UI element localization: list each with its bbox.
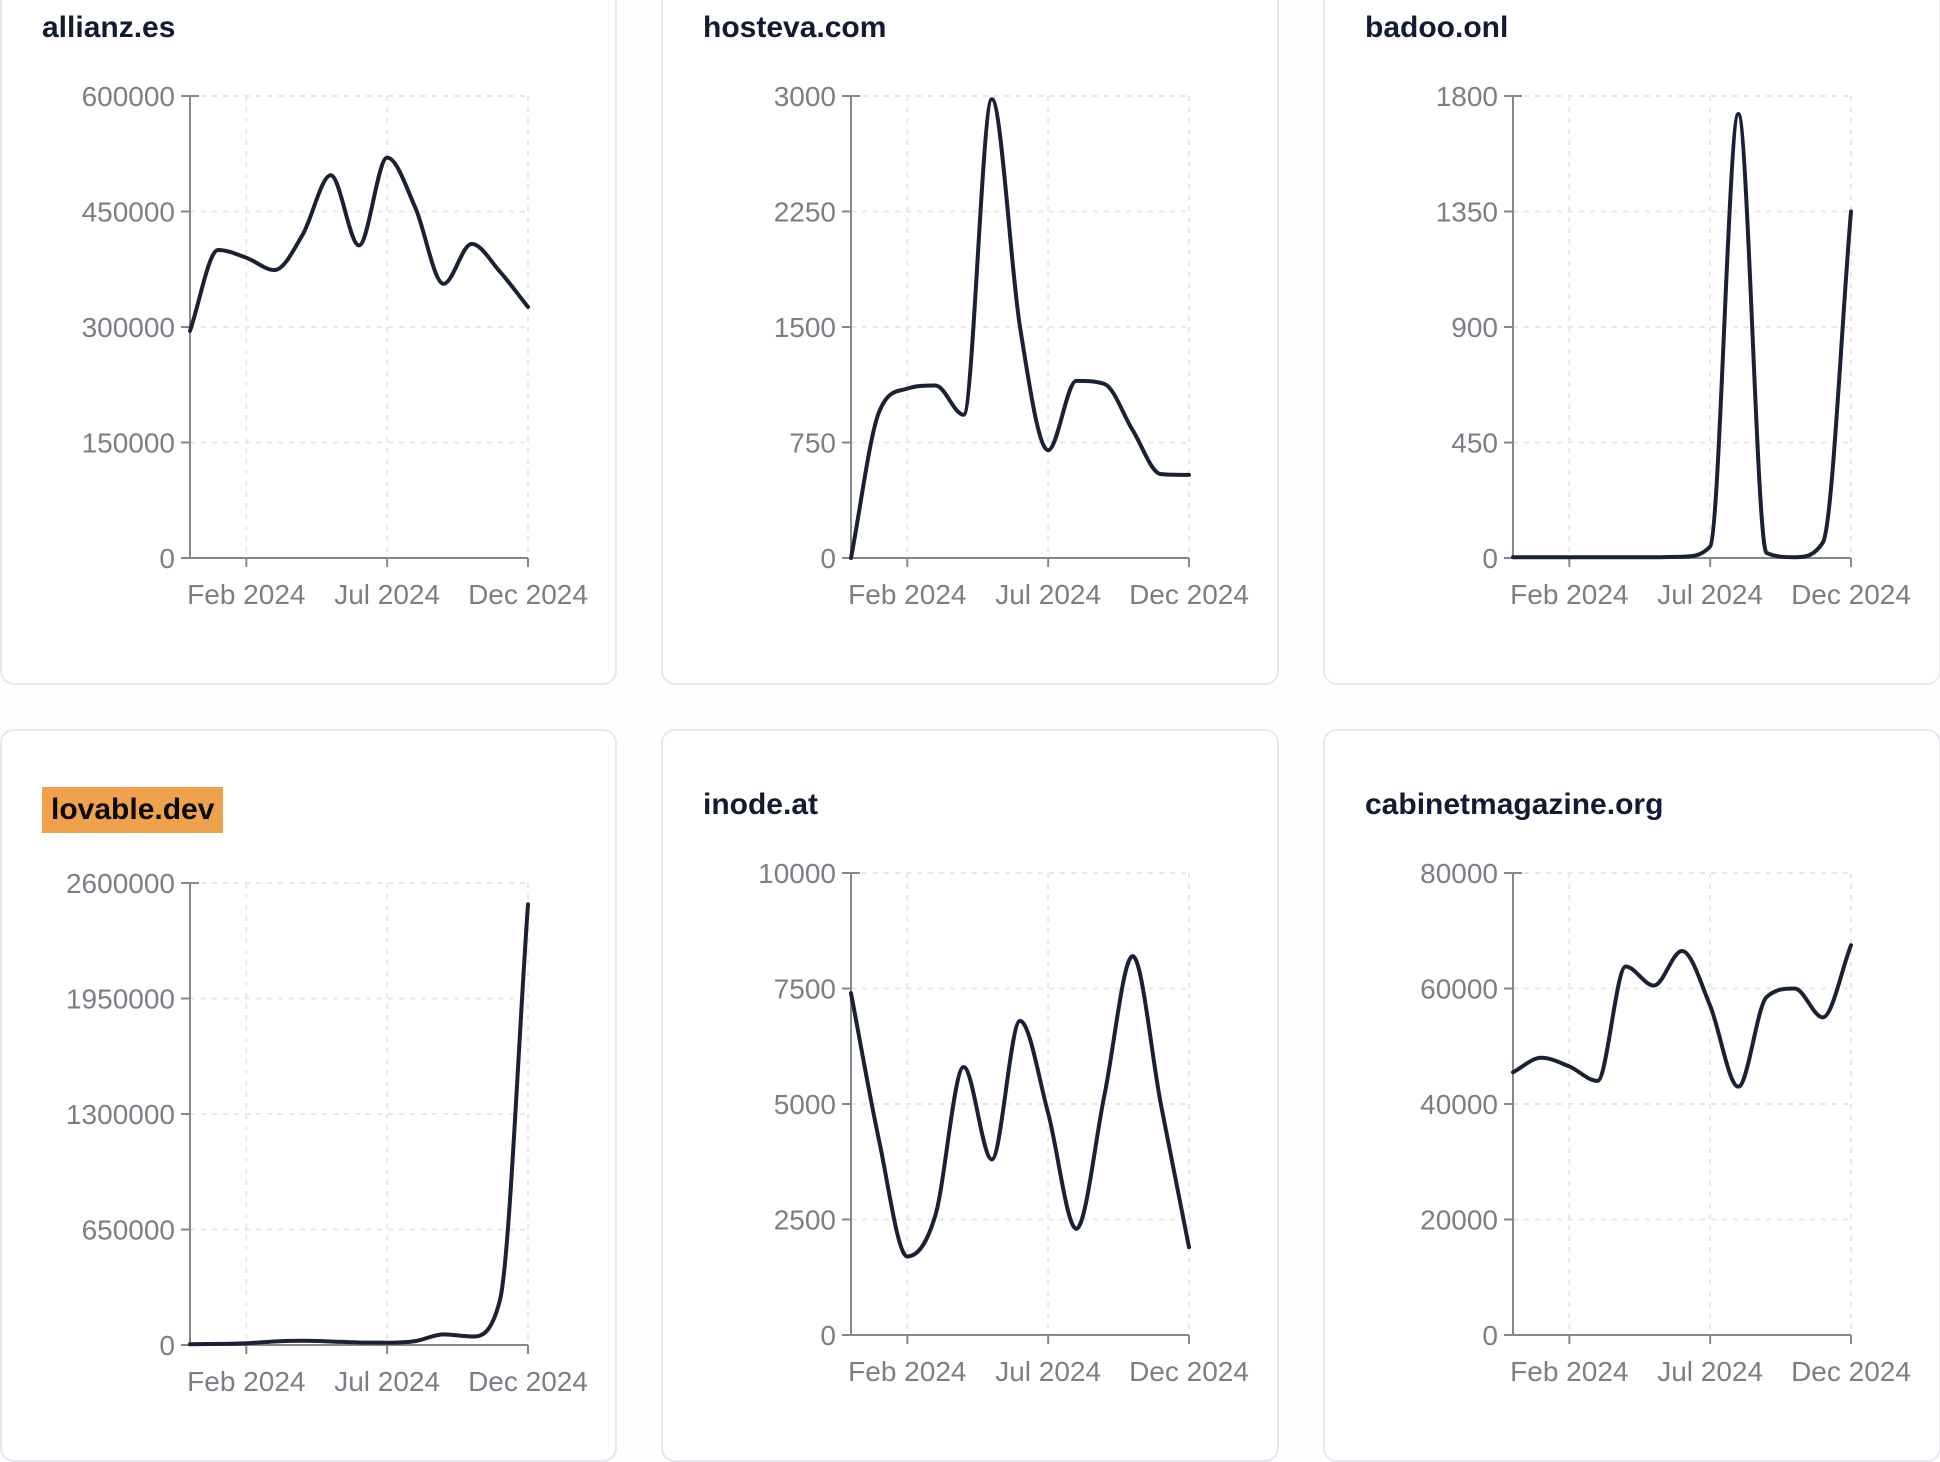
line-chart: 0 650000 1300000 1950000 2600000 Feb 2024 Jul … <box>66 868 588 1397</box>
chart-area: 0 150000 300000 450000 600000 Feb 2024 Jul 202… <box>42 56 588 656</box>
data-line <box>188 155 530 333</box>
x-axis-tick-label: Jul 2024 <box>1657 1356 1763 1387</box>
chart-area: 0 750 1500 2250 3000 Feb 2024 Jul 2024 Dec 2024 <box>703 56 1249 656</box>
y-axis-tick-label: 0 <box>820 1320 836 1351</box>
y-axis-tick-label: 7500 <box>774 973 836 1004</box>
y-axis-tick-label: 300000 <box>82 312 175 343</box>
chart-title: inode.at <box>703 788 819 821</box>
y-axis-tick-label: 0 <box>1482 543 1498 574</box>
chart-title: cabinetmagazine.org <box>1365 788 1664 821</box>
y-axis-tick-label: 150000 <box>82 427 175 458</box>
y-axis-tick-label: 1350 <box>1436 196 1498 227</box>
chart-area: 0 20000 40000 60000 80000 Feb 2024 Jul 2024 Dec… <box>1365 833 1911 1433</box>
chart-card-inode: inode.at 0 2500 5000 7500 10000 Feb 2024 Jul 2… <box>661 729 1279 1462</box>
chart-card-hosteva: hosteva.com 0 750 1500 2250 3000 Feb 2024 Jul … <box>661 0 1279 685</box>
x-axis-tick-label: Dec 2024 <box>1129 1356 1249 1387</box>
y-axis-tick-label: 40000 <box>1420 1089 1498 1120</box>
y-axis-tick-label: 750 <box>789 427 836 458</box>
data-line <box>1511 943 1853 1089</box>
line-chart: 0 150000 300000 450000 600000 Feb 2024 Jul 202… <box>82 81 588 610</box>
chart-area: 0 650000 1300000 1950000 2600000 Feb 2024 Jul … <box>42 843 588 1443</box>
chart-area: 0 2500 5000 7500 10000 Feb 2024 Jul 2024 Dec 20… <box>703 833 1249 1433</box>
y-axis-tick-label: 1500 <box>774 312 836 343</box>
y-axis-tick-label: 450 <box>1451 427 1498 458</box>
y-axis-tick-label: 450000 <box>82 196 175 227</box>
chart-card-lovable: lovable.dev 0 650000 1300000 1950000 2600000… <box>0 729 617 1462</box>
x-axis-tick-label: Jul 2024 <box>995 1356 1101 1387</box>
y-axis-tick-label: 0 <box>820 543 836 574</box>
y-axis-tick-label: 2500 <box>774 1204 836 1235</box>
x-axis-tick-label: Feb 2024 <box>848 579 966 610</box>
x-axis-tick-label: Feb 2024 <box>187 1366 305 1397</box>
data-line <box>1511 111 1853 560</box>
chart-title: hosteva.com <box>703 11 887 44</box>
y-axis-tick-label: 2250 <box>774 196 836 227</box>
y-axis-tick-label: 1300000 <box>66 1099 175 1130</box>
data-line <box>188 902 530 1347</box>
y-axis-tick-label: 1800 <box>1436 81 1498 112</box>
chart-card-allianz: allianz.es 0 150000 300000 450000 600000 Feb … <box>0 0 617 685</box>
chart-title: allianz.es <box>42 11 176 44</box>
chart-area: 0 450 900 1350 1800 Feb 2024 Jul 2024 Dec 2024 <box>1365 56 1911 656</box>
y-axis-tick-label: 3000 <box>774 81 836 112</box>
chart-title-highlighted: lovable.dev <box>42 787 224 833</box>
data-line <box>849 97 1191 560</box>
y-axis-tick-label: 600000 <box>82 81 175 112</box>
x-axis-tick-label: Dec 2024 <box>1129 579 1249 610</box>
x-axis-tick-label: Jul 2024 <box>334 1366 440 1397</box>
y-axis-tick-label: 650000 <box>82 1214 175 1245</box>
y-axis-tick-label: 80000 <box>1420 858 1498 889</box>
y-axis-tick-label: 20000 <box>1420 1204 1498 1235</box>
x-axis-tick-label: Dec 2024 <box>468 579 588 610</box>
y-axis-tick-label: 2600000 <box>66 868 175 899</box>
line-chart: 0 450 900 1350 1800 Feb 2024 Jul 2024 Dec 2024 <box>1436 81 1911 610</box>
data-line <box>849 954 1191 1259</box>
y-axis-tick-label: 60000 <box>1420 973 1498 1004</box>
x-axis-tick-label: Dec 2024 <box>1791 1356 1911 1387</box>
x-axis-tick-label: Jul 2024 <box>334 579 440 610</box>
y-axis-tick-label: 0 <box>159 1330 175 1361</box>
chart-card-cabinetmagazine: cabinetmagazine.org 0 20000 40000 60000 8000… <box>1323 729 1940 1462</box>
x-axis-tick-label: Feb 2024 <box>187 579 305 610</box>
x-axis-tick-label: Dec 2024 <box>1791 579 1911 610</box>
x-axis-tick-label: Jul 2024 <box>995 579 1101 610</box>
chart-card-badoo: badoo.onl 0 450 900 1350 1800 Feb 2024 Jul 202… <box>1323 0 1940 685</box>
line-chart: 0 750 1500 2250 3000 Feb 2024 Jul 2024 Dec 2024 <box>774 81 1249 610</box>
line-chart: 0 2500 5000 7500 10000 Feb 2024 Jul 2024 Dec 20… <box>758 858 1249 1387</box>
y-axis-tick-label: 1950000 <box>66 983 175 1014</box>
y-axis-tick-label: 900 <box>1451 312 1498 343</box>
y-axis-tick-label: 10000 <box>758 858 836 889</box>
chart-title: badoo.onl <box>1365 11 1509 44</box>
y-axis-tick-label: 0 <box>159 543 175 574</box>
x-axis-tick-label: Feb 2024 <box>1510 1356 1628 1387</box>
x-axis-tick-label: Dec 2024 <box>468 1366 588 1397</box>
x-axis-tick-label: Jul 2024 <box>1657 579 1763 610</box>
line-chart: 0 20000 40000 60000 80000 Feb 2024 Jul 2024 Dec… <box>1420 858 1911 1387</box>
x-axis-tick-label: Feb 2024 <box>848 1356 966 1387</box>
y-axis-tick-label: 0 <box>1482 1320 1498 1351</box>
x-axis-tick-label: Feb 2024 <box>1510 579 1628 610</box>
y-axis-tick-label: 5000 <box>774 1089 836 1120</box>
